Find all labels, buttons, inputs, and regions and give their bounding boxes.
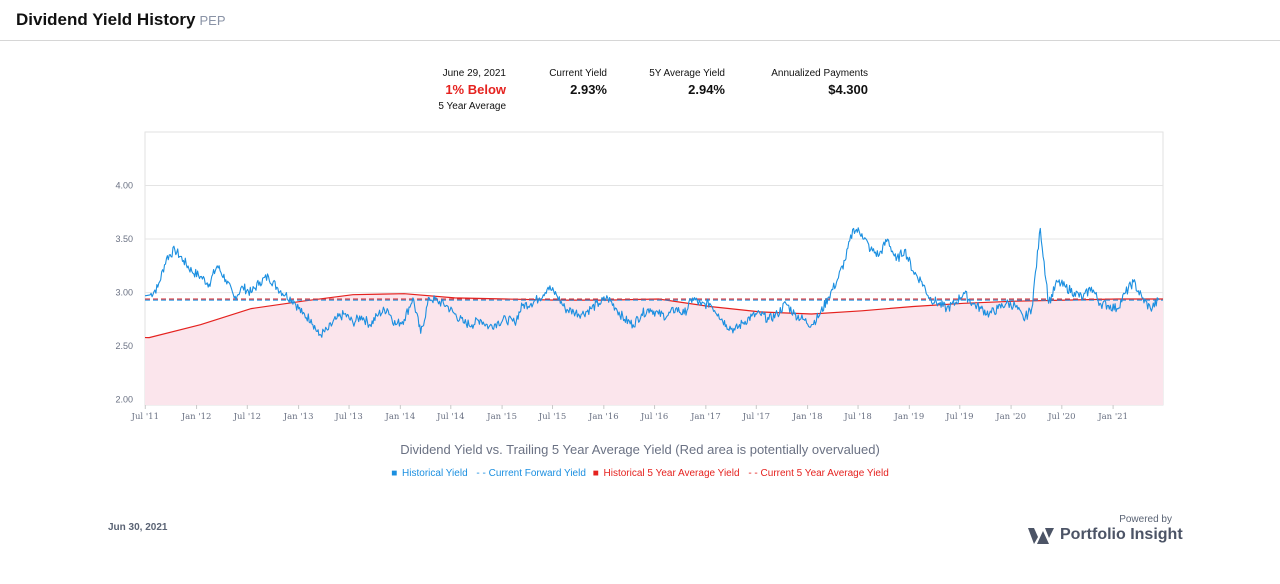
stat-current-yield: Current Yield 2.93% xyxy=(549,68,607,97)
x-tick-label-5: Jan '14 xyxy=(384,412,415,422)
x-tick-label-17: Jan '20 xyxy=(995,412,1026,422)
x-tick-label-16: Jul '19 xyxy=(945,412,973,422)
yield-chart: 2.00 2.50 3.00 3.50 4.00 Jul '11 Jan '12 Jul '1… xyxy=(115,131,1164,422)
ticker-symbol: PEP xyxy=(199,13,226,28)
chart-caption: Dividend Yield vs. Trailing 5 Year Avera… xyxy=(400,442,880,457)
x-tick-label-18: Jul '20 xyxy=(1047,412,1075,422)
x-tick-label-11: Jan '17 xyxy=(690,412,721,422)
x-tick-label-4: Jul '13 xyxy=(334,412,362,422)
average-area-fill xyxy=(145,293,1163,405)
legend-historical-average[interactable]: ■ Historical 5 Year Average Yield xyxy=(592,468,740,479)
x-tick-label-12: Jul '17 xyxy=(742,412,770,422)
x-tick-label-10: Jul '16 xyxy=(640,412,668,422)
x-tick-label-7: Jan '15 xyxy=(486,412,517,422)
brand-name: Portfolio Insight xyxy=(1060,526,1183,543)
legend-historical-yield[interactable]: ■ Historical Yield xyxy=(391,468,468,479)
y-tick-label-1: 2.50 xyxy=(115,341,133,351)
payments-value: $4.300 xyxy=(828,82,868,97)
x-tick-label-0: Jul '11 xyxy=(131,412,159,422)
y-tick-label-0: 2.00 xyxy=(115,395,133,405)
stat-average-yield: 5Y Average Yield 2.94% xyxy=(649,68,725,97)
x-tick-label-8: Jul '15 xyxy=(538,412,566,422)
brand-mark-icon xyxy=(1028,528,1054,544)
legend-current-forward-yield[interactable]: - - Current Forward Yield xyxy=(476,468,586,479)
page-title: Dividend Yield History PEP xyxy=(16,10,226,29)
series-line-historical-yield xyxy=(144,227,1160,338)
page-header: Dividend Yield History PEP xyxy=(0,0,1280,41)
stat-comparison: June 29, 2021 1% Below 5 Year Average xyxy=(438,68,506,112)
x-tick-label-19: Jan '21 xyxy=(1097,412,1128,422)
stat-annualized-payments: Annualized Payments $4.300 xyxy=(771,68,868,97)
x-tick-label-6: Jul '14 xyxy=(436,412,464,422)
stat-comparison-value: 1% Below xyxy=(445,82,506,97)
legend-current-average[interactable]: - - Current 5 Year Average Yield xyxy=(748,468,889,479)
x-tick-label-13: Jan '18 xyxy=(792,412,823,422)
average-yield-label: 5Y Average Yield xyxy=(649,68,725,79)
footer-date: Jun 30, 2021 xyxy=(108,522,168,533)
x-tick-label-14: Jul '18 xyxy=(843,412,871,422)
brand-logo[interactable]: Portfolio Insight xyxy=(1028,526,1183,546)
current-yield-label: Current Yield xyxy=(549,68,607,79)
x-tick-label-15: Jan '19 xyxy=(893,412,924,422)
x-tick-label-3: Jan '13 xyxy=(283,412,314,422)
x-tick-label-9: Jan '16 xyxy=(588,412,619,422)
y-tick-label-2: 3.00 xyxy=(115,288,133,298)
x-tick-label-1: Jan '12 xyxy=(181,412,212,422)
average-yield-value: 2.94% xyxy=(688,82,725,97)
powered-by-label: Powered by xyxy=(1119,514,1172,525)
stat-comparison-sub: 5 Year Average xyxy=(438,101,506,112)
stat-date: June 29, 2021 xyxy=(442,68,506,79)
current-yield-value: 2.93% xyxy=(570,82,607,97)
payments-label: Annualized Payments xyxy=(771,68,868,79)
y-tick-label-4: 4.00 xyxy=(115,181,133,191)
chart-legend: ■ Historical Yield - - Current Forward Y… xyxy=(0,468,1280,479)
y-tick-label-3: 3.50 xyxy=(115,234,133,244)
x-tick-label-2: Jul '12 xyxy=(233,412,261,422)
